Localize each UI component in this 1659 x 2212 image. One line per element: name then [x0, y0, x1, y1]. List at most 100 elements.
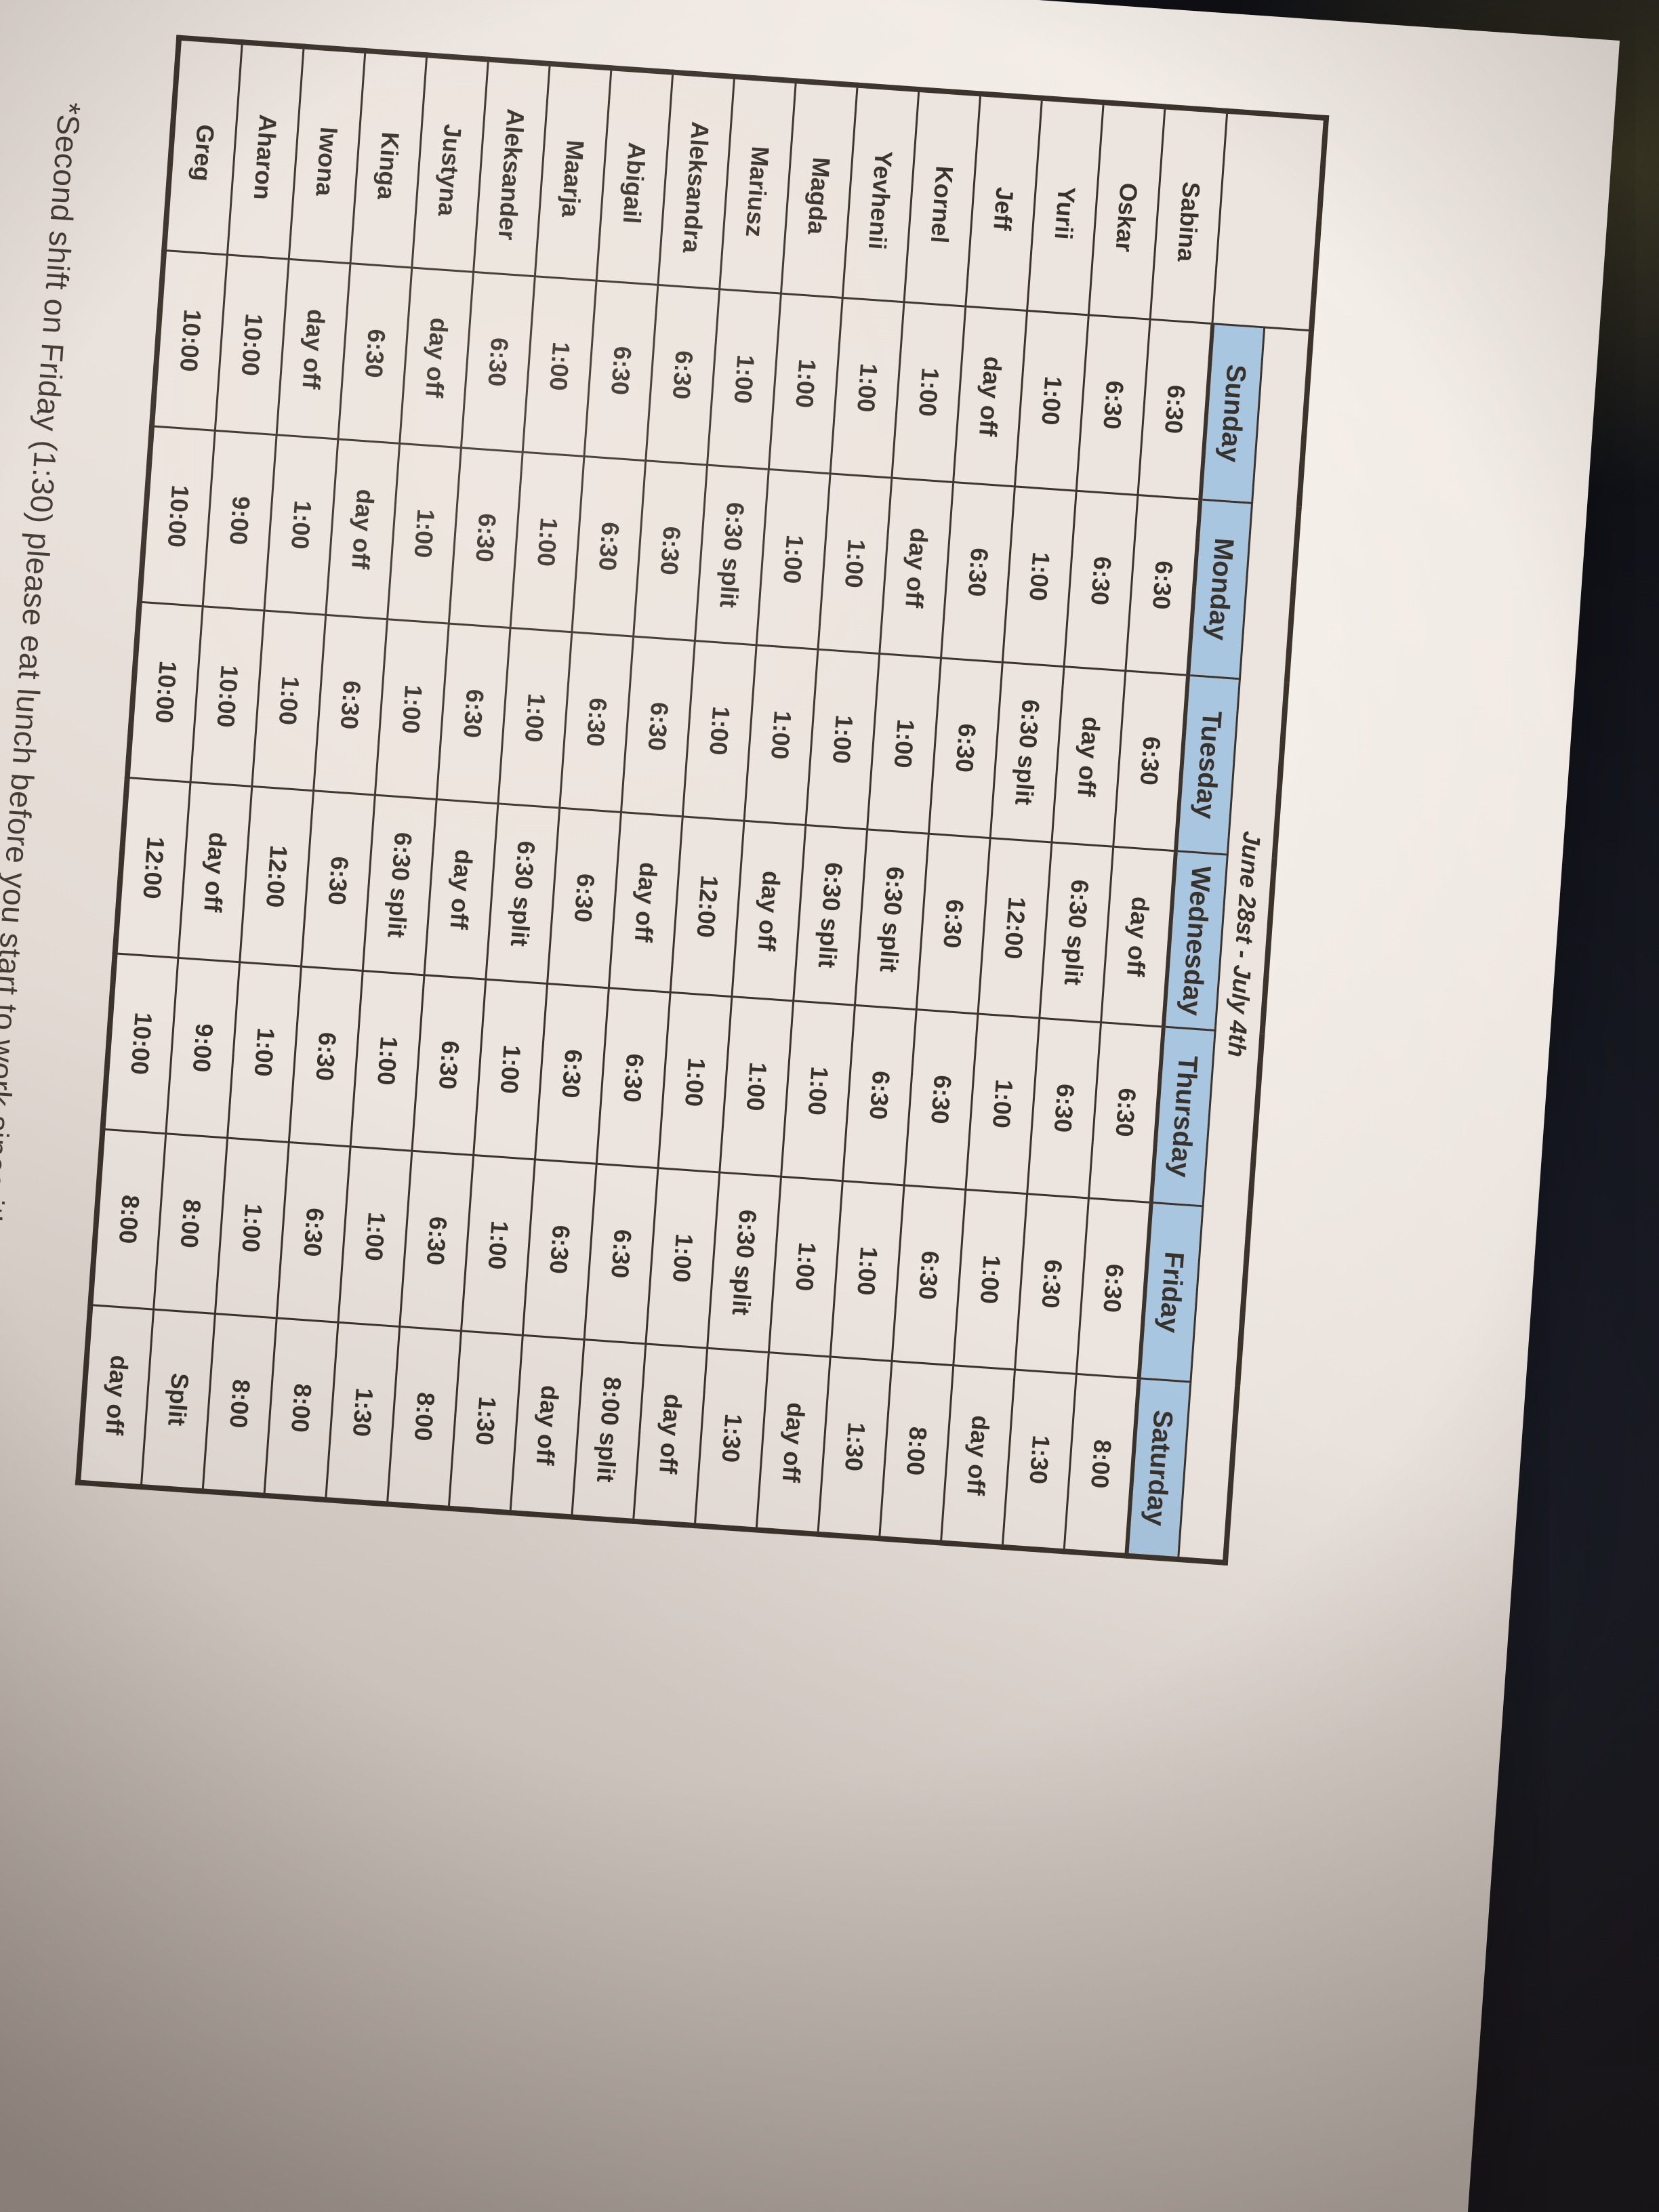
shift-cell: 6:30 split: [695, 465, 769, 645]
shift-cell: 8:00: [264, 1317, 338, 1500]
shift-cell: 1:00: [769, 293, 843, 474]
shift-cell: 1:00: [682, 640, 757, 821]
shift-cell: 6:30: [916, 834, 991, 1014]
shift-cell: 10:00: [102, 953, 178, 1134]
shift-cell: 8:00: [90, 1129, 166, 1310]
shift-cell: 1:00: [953, 1189, 1027, 1370]
shift-cell: 6:30 split: [793, 825, 867, 1006]
shift-cell: 1:00: [387, 443, 462, 624]
shift-cell: 6:30: [313, 615, 388, 796]
day-off-cell: day off: [731, 821, 806, 1001]
shift-cell: 12:00: [115, 777, 191, 958]
shift-cell: 6:30: [559, 632, 634, 813]
shift-cell: 1:00: [497, 628, 572, 808]
shift-cell: 1:00: [264, 434, 338, 615]
shift-cell: 6:30 split: [1039, 842, 1113, 1023]
shift-cell: 6:30 split: [855, 829, 929, 1010]
shift-cell: 1:00: [891, 302, 966, 483]
shift-cell: 6:30: [891, 1185, 966, 1366]
shift-cell: 6:30: [1064, 491, 1138, 671]
day-off-cell: day off: [756, 1352, 831, 1534]
shift-cell: Split: [141, 1309, 216, 1492]
day-off-cell: day off: [399, 267, 474, 448]
shift-cell: 6:30: [1076, 314, 1151, 495]
shift-cell: 10:00: [127, 602, 203, 783]
paper-sheet: June 28st - July 4th Sunday Monday Tuesday W…: [0, 0, 1620, 2212]
shift-cell: 1:00: [645, 1168, 720, 1349]
shift-cell: 1:30: [1002, 1370, 1077, 1552]
footnote: *Second shift on Friday (1:30) please ea…: [0, 100, 88, 1900]
shift-cell: 12:00: [239, 786, 314, 967]
day-off-cell: day off: [276, 259, 351, 440]
shift-cell: 1:30: [695, 1348, 769, 1530]
shift-cell: 1:00: [769, 1176, 843, 1357]
shift-cell: 12:00: [670, 816, 745, 997]
shift-cell: 1:30: [325, 1322, 400, 1504]
shift-cell: 10:00: [139, 426, 216, 607]
shift-cell: 1:00: [867, 653, 941, 834]
day-off-cell: day off: [78, 1305, 154, 1488]
shift-cell: 6:30: [523, 1159, 597, 1340]
day-off-cell: day off: [178, 782, 252, 962]
shift-cell: 1:00: [805, 649, 880, 830]
shift-cell: 6:30: [289, 966, 363, 1147]
shift-cell: 6:30: [337, 263, 412, 444]
shift-cell: 1:30: [449, 1330, 523, 1513]
corner-cell: [1212, 110, 1326, 331]
schedule-table: June 28st - July 4th Sunday Monday Tuesday W…: [75, 35, 1330, 1566]
shift-cell: 1:00: [461, 1155, 535, 1336]
day-off-cell: day off: [1101, 846, 1176, 1027]
shift-cell: 8:00: [879, 1361, 954, 1543]
day-off-cell: day off: [953, 306, 1027, 487]
shift-cell: 9:00: [203, 430, 277, 611]
day-off-cell: day off: [1051, 666, 1126, 847]
shift-cell: 6:30: [535, 983, 609, 1164]
shift-cell: 1:00: [756, 469, 831, 650]
shift-cell: 1:00: [781, 1000, 855, 1181]
shift-cell: 6:30: [1137, 319, 1213, 499]
shift-cell: 6:30: [941, 482, 1015, 663]
shift-cell: 10:00: [190, 606, 264, 787]
shift-cell: 1:00: [337, 1146, 412, 1327]
shift-cell: 10:00: [152, 250, 228, 431]
shift-cell: 6:30: [461, 272, 535, 453]
shift-cell: 1:00: [473, 979, 548, 1160]
shift-cell: 6:30: [1027, 1018, 1101, 1199]
shift-cell: 1:00: [830, 1181, 905, 1361]
shift-cell: 1:00: [965, 1013, 1040, 1194]
day-off-cell: day off: [424, 799, 498, 980]
shift-cell: 1:00: [350, 970, 425, 1151]
shift-cell: 1:00: [1015, 310, 1089, 491]
shift-cell: 6:30: [1076, 1198, 1151, 1378]
shift-cell: 6:30 split: [707, 1172, 781, 1353]
shift-cell: 6:30 split: [990, 662, 1065, 842]
shift-cell: 6:30: [1113, 670, 1189, 851]
shift-cell: 1:00: [830, 298, 905, 478]
day-off-cell: day off: [325, 439, 400, 619]
shift-cell: 9:00: [165, 958, 240, 1139]
shift-cell: 6:30: [645, 285, 720, 466]
shift-cell: 8:00 split: [571, 1339, 646, 1521]
shift-cell: 1:30: [817, 1356, 892, 1539]
shift-cell: 6:30: [904, 1009, 979, 1190]
shift-cell: 6:30: [621, 636, 695, 817]
shift-cell: 6:30 split: [485, 803, 560, 984]
day-off-cell: day off: [510, 1335, 585, 1517]
shift-cell: 6:30: [1015, 1193, 1089, 1374]
shift-cell: 6:30: [571, 456, 646, 637]
shift-cell: 6:30: [547, 808, 621, 988]
shift-cell: 1:00: [817, 473, 892, 654]
shift-cell: 6:30: [276, 1142, 351, 1323]
schedule-table-body: June 28st - July 4th Sunday Monday Tuesday W…: [78, 37, 1326, 1563]
shift-cell: 1:00: [227, 962, 302, 1143]
shift-cell: 6:30: [584, 1164, 658, 1344]
shift-cell: 6:30: [583, 281, 658, 461]
shift-cell: 1:00: [510, 452, 584, 632]
shift-cell: 1:00: [375, 619, 449, 800]
shift-cell: 10:00: [215, 254, 289, 435]
day-off-cell: day off: [633, 1343, 708, 1526]
shift-cell: 6:30: [301, 790, 375, 971]
shift-cell: 6:30: [411, 975, 486, 1155]
shift-cell: 1:00: [744, 644, 818, 825]
